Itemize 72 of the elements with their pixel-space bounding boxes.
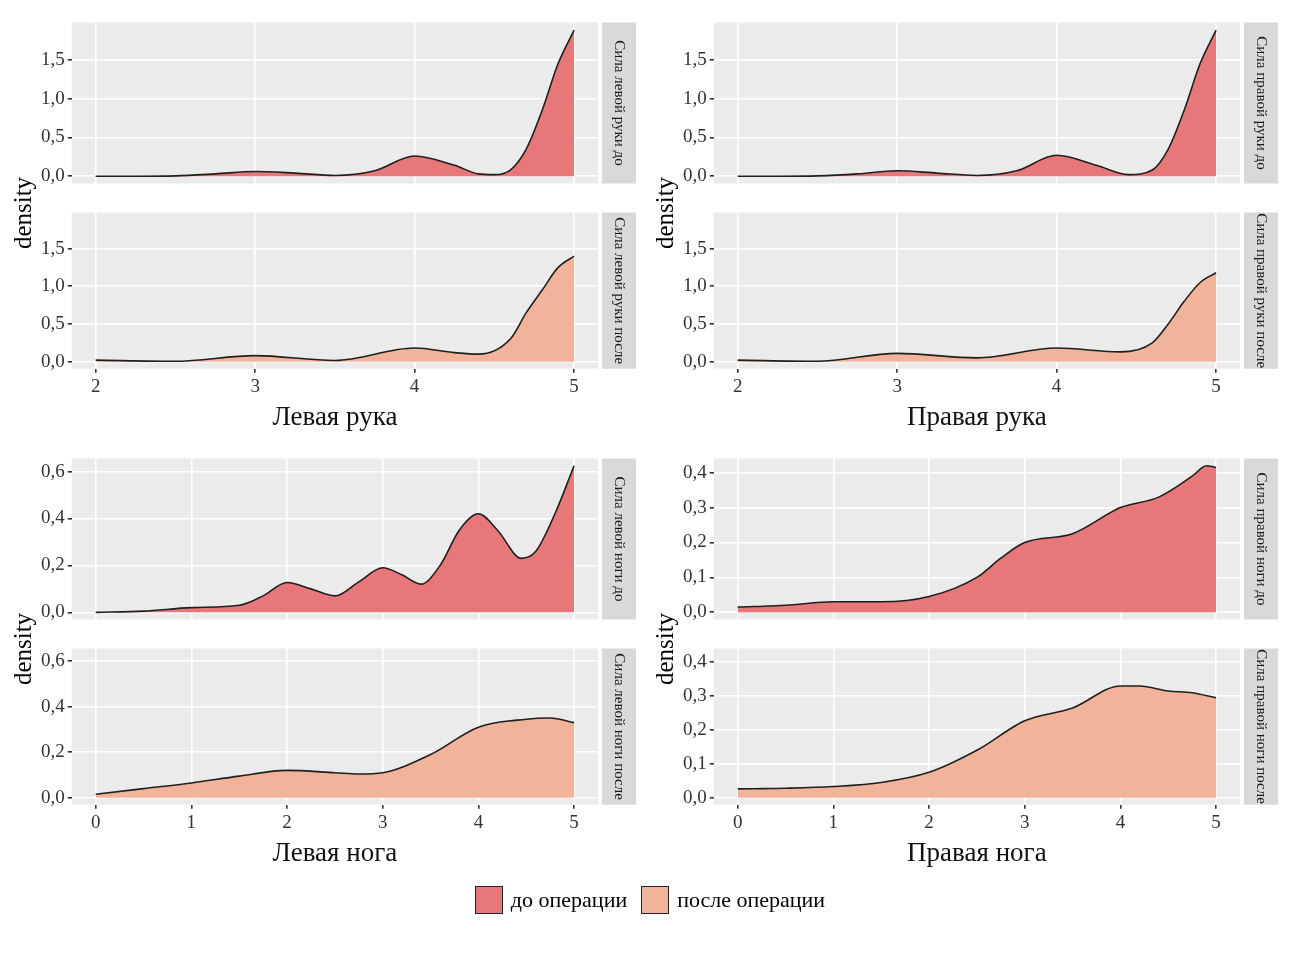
y-tick-label: 0,0 <box>41 164 65 186</box>
x-tick-label: 5 <box>569 811 579 833</box>
y-axis-title: density <box>651 612 679 686</box>
y-tick-label: 0,0 <box>683 349 707 371</box>
legend-label: до операции <box>510 887 628 913</box>
y-tick-label: 0,0 <box>41 785 65 807</box>
x-tick-label: 2 <box>282 811 292 833</box>
x-axis-title: Правая нога <box>907 836 1047 867</box>
x-tick-label: 5 <box>1211 811 1221 833</box>
y-tick-label: 0,1 <box>683 565 707 587</box>
y-tick-label: 1,5 <box>683 236 707 258</box>
x-tick-label: 3 <box>892 375 902 397</box>
y-tick-label: 1,0 <box>41 86 65 108</box>
y-tick-label: 0,1 <box>683 751 707 773</box>
y2-axis-title: Сила левой ноги до <box>612 476 629 602</box>
x-tick-label: 2 <box>90 375 101 397</box>
y-tick-label: 1,0 <box>683 274 707 296</box>
y-tick-label: 0,0 <box>683 600 707 622</box>
y2-axis-title: Сила правой ноги после <box>1254 649 1271 805</box>
y2-axis-title: Сила правой ноги до <box>1254 472 1271 606</box>
x-axis-title: Левая нога <box>272 836 398 867</box>
y-tick-label: 0,5 <box>41 311 65 333</box>
x-tick-label: 4 <box>1115 811 1126 833</box>
y-tick-label: 1,0 <box>41 274 65 296</box>
y-tick-label: 0,0 <box>683 164 707 186</box>
x-tick-label: 2 <box>732 375 743 397</box>
y-tick-label: 1,5 <box>41 236 65 258</box>
x-tick-label: 5 <box>1211 375 1221 397</box>
y-tick-label: 0,6 <box>41 649 65 671</box>
y-tick-label: 0,5 <box>41 125 65 147</box>
y-tick-label: 0,3 <box>683 495 707 517</box>
x-tick-label: 4 <box>1051 375 1062 397</box>
x-tick-label: 0 <box>732 811 743 833</box>
y-tick-label: 0,0 <box>41 349 65 371</box>
y-tick-label: 0,4 <box>41 694 66 716</box>
x-tick-label: 3 <box>377 811 388 833</box>
x-tick-label: 3 <box>250 375 260 397</box>
text: после операции <box>677 887 826 913</box>
x-axis-title: Правая рука <box>906 400 1047 431</box>
y2-axis-title: Сила правой руки после <box>1254 213 1271 369</box>
y-tick-label: 0,5 <box>683 125 707 147</box>
x-tick-label: 4 <box>409 375 420 397</box>
x-axis-title: Левая рука <box>272 400 398 431</box>
y-tick-label: 1,5 <box>41 47 65 69</box>
y-tick-label: 0,4 <box>41 506 66 528</box>
y-axis-title: density <box>651 176 679 250</box>
y-tick-label: 0,6 <box>41 459 65 481</box>
x-tick-label: 3 <box>1019 811 1030 833</box>
y-tick-label: 0,3 <box>683 684 707 706</box>
y2-axis-title: Сила правой руки до <box>1254 36 1271 170</box>
y-tick-label: 0,4 <box>683 460 708 482</box>
y-tick-label: 0,2 <box>41 553 65 575</box>
x-tick-label: 0 <box>90 811 101 833</box>
y-axis-title: density <box>9 176 37 250</box>
y-tick-label: 0,0 <box>41 600 65 622</box>
y-tick-label: 0,0 <box>683 785 707 807</box>
y-tick-label: 0,5 <box>683 311 707 333</box>
x-tick-label: 4 <box>473 811 484 833</box>
y-tick-label: 0,2 <box>41 740 65 762</box>
x-tick-label: 1 <box>186 811 197 833</box>
y-tick-label: 0,2 <box>683 530 707 552</box>
y2-axis-title: Сила левой ноги после <box>612 653 629 801</box>
y-axis-title: density <box>9 612 37 686</box>
x-tick-label: 2 <box>924 811 934 833</box>
y2-axis-title: Сила левой руки до <box>612 40 629 166</box>
x-tick-label: 5 <box>569 375 579 397</box>
y-tick-label: 1,5 <box>683 47 707 69</box>
y-tick-label: 0,4 <box>683 650 708 672</box>
y-tick-label: 0,2 <box>683 717 707 739</box>
y2-axis-title: Сила левой руки после <box>612 217 629 365</box>
y-tick-label: 1,0 <box>683 86 707 108</box>
x-tick-label: 1 <box>828 811 839 833</box>
